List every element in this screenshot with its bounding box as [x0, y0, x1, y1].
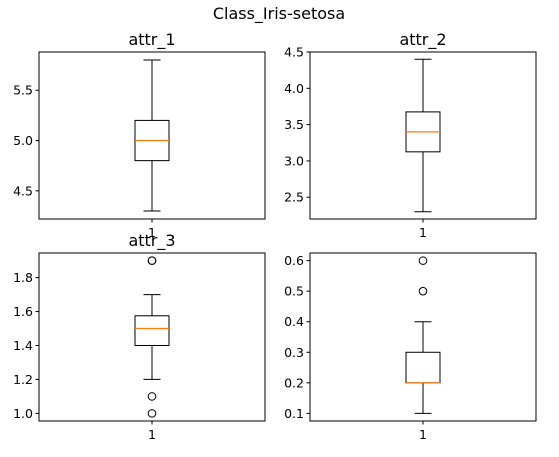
outlier-point	[418, 256, 428, 265]
y-tick-label: 4.0	[284, 81, 304, 96]
outlier-point	[147, 256, 157, 265]
x-tick-label: 1	[148, 225, 156, 240]
iqr-box	[134, 315, 170, 346]
y-tick-label: 1.2	[13, 372, 33, 387]
y-tick-label: 5.5	[13, 83, 33, 98]
subplot-title: attr_3	[128, 231, 175, 251]
x-tick-label: 1	[419, 427, 427, 442]
outlier-point	[147, 409, 157, 418]
y-tick-label: 4.5	[13, 183, 33, 198]
subplot-title: attr_2	[399, 30, 446, 50]
y-tick-label: 3.0	[284, 153, 304, 168]
x-tick-label: 1	[148, 427, 156, 442]
y-tick-label: 5.0	[13, 133, 33, 148]
subplot-title: attr_1	[128, 30, 175, 50]
y-tick-label: 3.5	[284, 117, 304, 132]
y-tick-label: 1.8	[13, 270, 33, 285]
y-tick-label: 0.5	[284, 284, 304, 299]
figure-title: Class_Iris-setosa	[213, 4, 345, 24]
y-tick-label: 1.0	[13, 406, 33, 421]
y-tick-label: 0.6	[284, 253, 304, 268]
y-tick-label: 4.5	[284, 45, 304, 60]
x-tick-label: 1	[419, 225, 427, 240]
axes-frame	[38, 252, 266, 422]
y-tick-label: 0.4	[284, 314, 304, 329]
iqr-box	[405, 351, 441, 384]
y-tick-label: 0.1	[284, 406, 304, 421]
y-tick-label: 2.5	[284, 190, 304, 205]
outlier-point	[418, 286, 428, 296]
y-tick-label: 0.3	[284, 345, 304, 360]
y-tick-label: 0.2	[284, 375, 304, 390]
y-tick-label: 1.4	[13, 338, 33, 353]
outlier-point	[147, 392, 157, 401]
y-tick-label: 1.6	[13, 304, 33, 319]
